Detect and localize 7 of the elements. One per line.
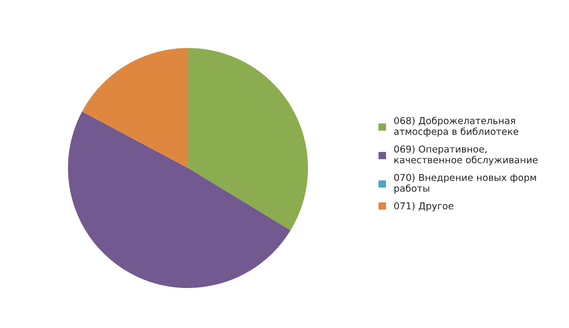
pie-slice <box>188 48 308 230</box>
legend-label: 069) Оперативное, качественное обслуживание <box>394 145 538 166</box>
legend-label: 071) Другое <box>394 202 454 212</box>
pie-slice <box>68 112 291 288</box>
pie-slice <box>82 48 188 168</box>
legend-label: 068) Доброжелательная атмосфера в библиотеке <box>394 116 518 137</box>
legend-label: 070) Внедрение новых форм работы <box>394 174 536 194</box>
